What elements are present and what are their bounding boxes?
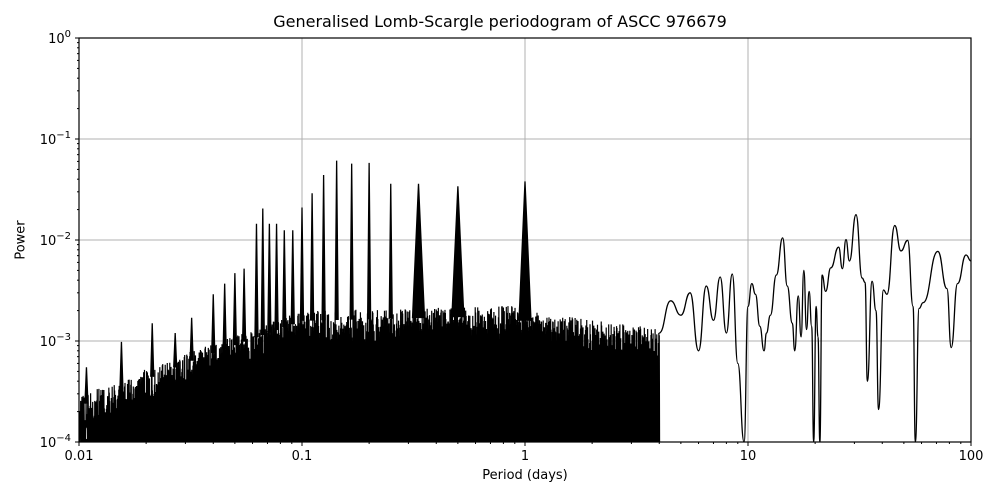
chart-title: Generalised Lomb-Scargle periodogram of … bbox=[273, 12, 727, 31]
y-tick-label: 10−1 bbox=[40, 130, 71, 148]
x-tick-label: 100 bbox=[959, 449, 984, 464]
periodogram-line bbox=[79, 160, 971, 442]
y-axis-ticks: 10−4 10−3 10−2 10−1 100 bbox=[40, 29, 79, 451]
x-tick-label: 10 bbox=[740, 449, 757, 464]
x-tick-label: 0.1 bbox=[292, 449, 313, 464]
y-tick-label: 10−3 bbox=[40, 332, 71, 350]
y-tick-label: 10−4 bbox=[40, 433, 71, 451]
x-tick-label: 0.01 bbox=[65, 449, 94, 464]
x-tick-label: 1 bbox=[521, 449, 529, 464]
y-tick-label: 100 bbox=[48, 29, 71, 47]
x-axis-label: Period (days) bbox=[482, 468, 568, 483]
y-tick-label: 10−2 bbox=[40, 231, 71, 249]
x-axis-ticks: 0.01 0.1 1 10 100 bbox=[65, 442, 984, 464]
